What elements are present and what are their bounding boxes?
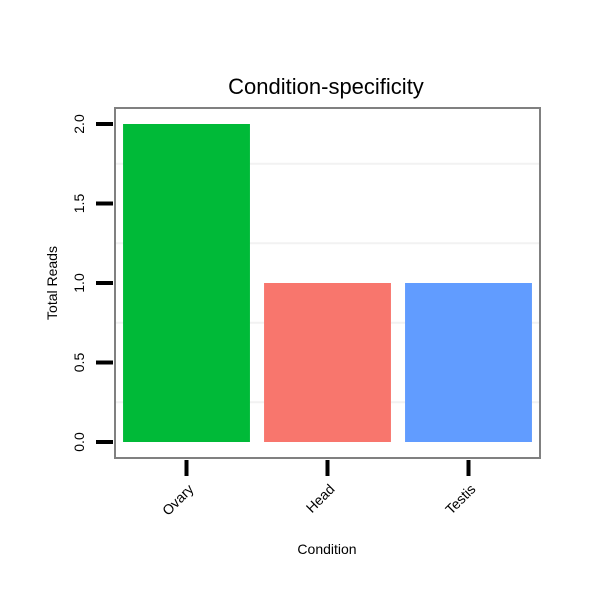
bar-head bbox=[264, 283, 391, 442]
plot-panel-border bbox=[114, 107, 541, 459]
x-tick-label: Testis bbox=[442, 481, 479, 518]
chart-title: Condition-specificity bbox=[228, 74, 424, 99]
x-tick-label: Head bbox=[303, 481, 338, 516]
bar-ovary bbox=[123, 124, 250, 442]
y-tick-label: 0.5 bbox=[71, 353, 87, 373]
y-tick-label: 1.0 bbox=[71, 273, 87, 293]
y-axis-label: Total Reads bbox=[44, 246, 60, 320]
x-axis-label: Condition bbox=[297, 541, 356, 557]
x-tick-label: Ovary bbox=[159, 481, 197, 519]
y-tick-label: 2.0 bbox=[71, 114, 87, 134]
y-tick-label: 1.5 bbox=[71, 194, 87, 214]
y-tick-label: 0.0 bbox=[71, 432, 87, 452]
bar-testis bbox=[405, 283, 532, 442]
